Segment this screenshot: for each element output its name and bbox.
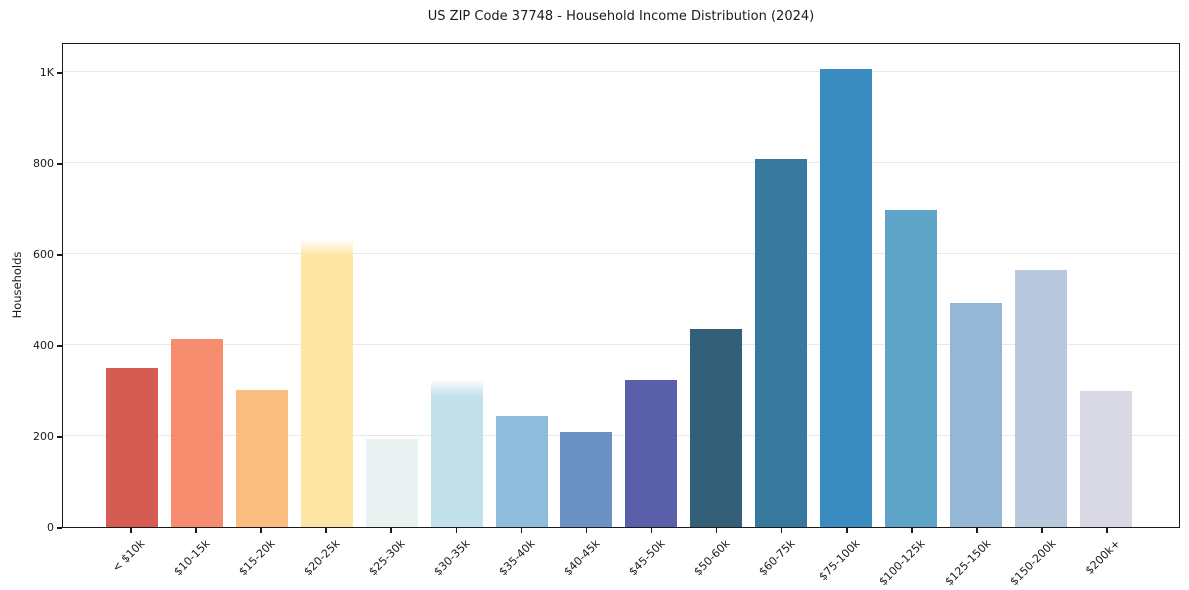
y-tick-mark	[57, 345, 62, 347]
y-tick-label-1K: 1K	[39, 66, 54, 80]
x-tick-label-$25-30k: $25-30k	[366, 537, 408, 579]
x-tick-label-$150-200k: $150-200k	[1006, 537, 1059, 589]
bars-container	[63, 44, 1179, 527]
y-tick-mark	[57, 163, 62, 165]
x-tick-label-$100-125k: $100-125k	[876, 537, 929, 589]
x-tick-mark	[976, 528, 978, 533]
y-tick-mark	[57, 254, 62, 256]
chart-title: US ZIP Code 37748 - Household Income Dis…	[427, 9, 815, 24]
bar-$125-150k	[949, 302, 1002, 527]
x-tick-label-$125-150k: $125-150k	[941, 537, 994, 589]
bar-< $10k	[106, 368, 158, 527]
y-tick-label-400: 400	[33, 339, 54, 352]
x-tick-label-$20-25k: $20-25k	[301, 537, 343, 579]
x-tick-mark	[195, 528, 197, 533]
y-tick-mark	[57, 72, 62, 74]
bar-$20-25k	[300, 240, 353, 527]
x-tick-label-$40-45k: $40-45k	[561, 537, 603, 579]
bar-$75-100k	[820, 68, 873, 527]
x-tick-label-$60-75k: $60-75k	[756, 537, 798, 579]
x-tick-label-< $10k: < $10k	[109, 537, 148, 575]
x-tick-label-$75-100k: $75-100k	[816, 537, 863, 584]
x-tick-mark	[780, 528, 783, 533]
x-tick-mark	[650, 528, 653, 533]
bar-$200k+	[1079, 390, 1132, 527]
x-tick-label-$10-15k: $10-15k	[171, 537, 213, 579]
x-tick-mark	[325, 528, 327, 533]
y-tick-label-600: 600	[33, 248, 54, 262]
x-tick-mark	[585, 528, 588, 533]
x-tick-mark	[455, 528, 458, 533]
bar-$15-20k	[235, 389, 288, 527]
gridline-400	[63, 344, 1179, 346]
plot-area	[62, 43, 1180, 528]
y-tick-label-200: 200	[33, 430, 54, 443]
y-tick-mark	[57, 527, 62, 529]
gridline-600	[63, 253, 1179, 255]
bar-soft-top	[300, 240, 353, 257]
gridline-800	[63, 162, 1179, 164]
y-tick-mark	[57, 436, 62, 438]
x-tick-label-$30-35k: $30-35k	[431, 537, 473, 579]
bar-$35-40k	[495, 415, 548, 527]
y-axis-label: Households	[10, 251, 24, 319]
bar-$40-45k	[560, 431, 613, 527]
bar-$45-50k	[625, 379, 678, 527]
x-tick-label-$35-40k: $35-40k	[496, 537, 538, 579]
x-tick-mark	[715, 528, 718, 533]
x-tick-mark	[260, 528, 262, 533]
bar-$100-125k	[885, 209, 938, 527]
x-tick-mark	[1106, 528, 1108, 533]
x-tick-label-$15-20k: $15-20k	[236, 537, 278, 579]
y-tick-label-0: 0	[47, 521, 54, 534]
bar-$60-75k	[755, 158, 808, 527]
bar-$30-35k	[430, 380, 483, 527]
x-tick-label-$200k+: $200k+	[1083, 537, 1124, 578]
x-tick-mark	[130, 528, 132, 533]
gridline-200	[63, 435, 1179, 437]
x-tick-label-$45-50k: $45-50k	[626, 537, 668, 579]
x-tick-mark	[911, 528, 913, 533]
bar-$150-200k	[1014, 270, 1067, 527]
x-tick-mark	[390, 528, 393, 533]
x-tick-label-$50-60k: $50-60k	[691, 537, 733, 579]
bar-$10-15k	[170, 338, 223, 527]
x-tick-mark	[845, 528, 848, 533]
bar-$50-60k	[690, 329, 743, 527]
bar-soft-top	[430, 380, 483, 397]
y-tick-label-800: 800	[33, 157, 54, 171]
x-tick-mark	[520, 528, 523, 533]
gridline-1K	[63, 71, 1179, 73]
x-tick-mark	[1041, 528, 1043, 533]
bar-$25-30k	[365, 438, 418, 527]
